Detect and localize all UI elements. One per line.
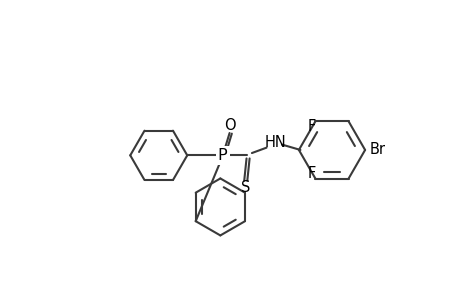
Text: F: F <box>307 119 315 134</box>
Text: Br: Br <box>369 142 385 158</box>
Text: HN: HN <box>263 135 285 150</box>
Text: P: P <box>218 148 227 163</box>
Text: O: O <box>224 118 235 133</box>
Text: F: F <box>307 166 315 181</box>
Text: S: S <box>241 180 250 195</box>
